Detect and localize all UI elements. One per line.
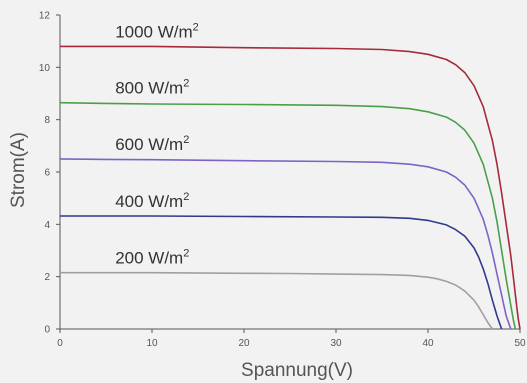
series-label-0: 1000 W/m2 (115, 21, 199, 41)
x-tick-label: 30 (330, 338, 342, 349)
x-axis-title: Spannung(V) (241, 360, 353, 381)
y-tick-label: 4 (44, 220, 50, 231)
series-line-4 (60, 271, 494, 330)
series-line-3 (60, 215, 503, 330)
y-tick-label: 0 (44, 325, 50, 336)
x-tick-label: 0 (57, 338, 63, 349)
series-label-4: 200 W/m2 (115, 248, 189, 268)
x-tick-label: 40 (422, 338, 434, 349)
series-line-0 (60, 45, 521, 330)
y-tick-label: 12 (39, 11, 51, 22)
x-tick-label: 20 (238, 338, 250, 349)
series-label-3: 400 W/m2 (115, 191, 189, 211)
series-label-2: 600 W/m2 (115, 134, 189, 154)
x-tick-label: 10 (146, 338, 158, 349)
tick-labels: 0 2 4 6 8 10 12 0 10 20 30 40 50 (39, 11, 526, 350)
x-tick-label: 50 (514, 338, 526, 349)
series-line-2 (59, 158, 512, 330)
y-axis-title: Strom(A) (8, 132, 29, 208)
series-lines (59, 45, 521, 330)
y-tick-label: 10 (39, 63, 51, 74)
y-tick-label: 8 (44, 115, 50, 126)
axes (56, 14, 521, 333)
y-tick-label: 6 (44, 168, 50, 179)
series-label-1: 800 W/m2 (115, 78, 189, 98)
series-labels: 1000 W/m2 800 W/m2 600 W/m2 400 W/m2 200 W/m… (115, 21, 199, 267)
series-line-1 (59, 101, 517, 330)
y-tick-label: 2 (44, 272, 50, 283)
